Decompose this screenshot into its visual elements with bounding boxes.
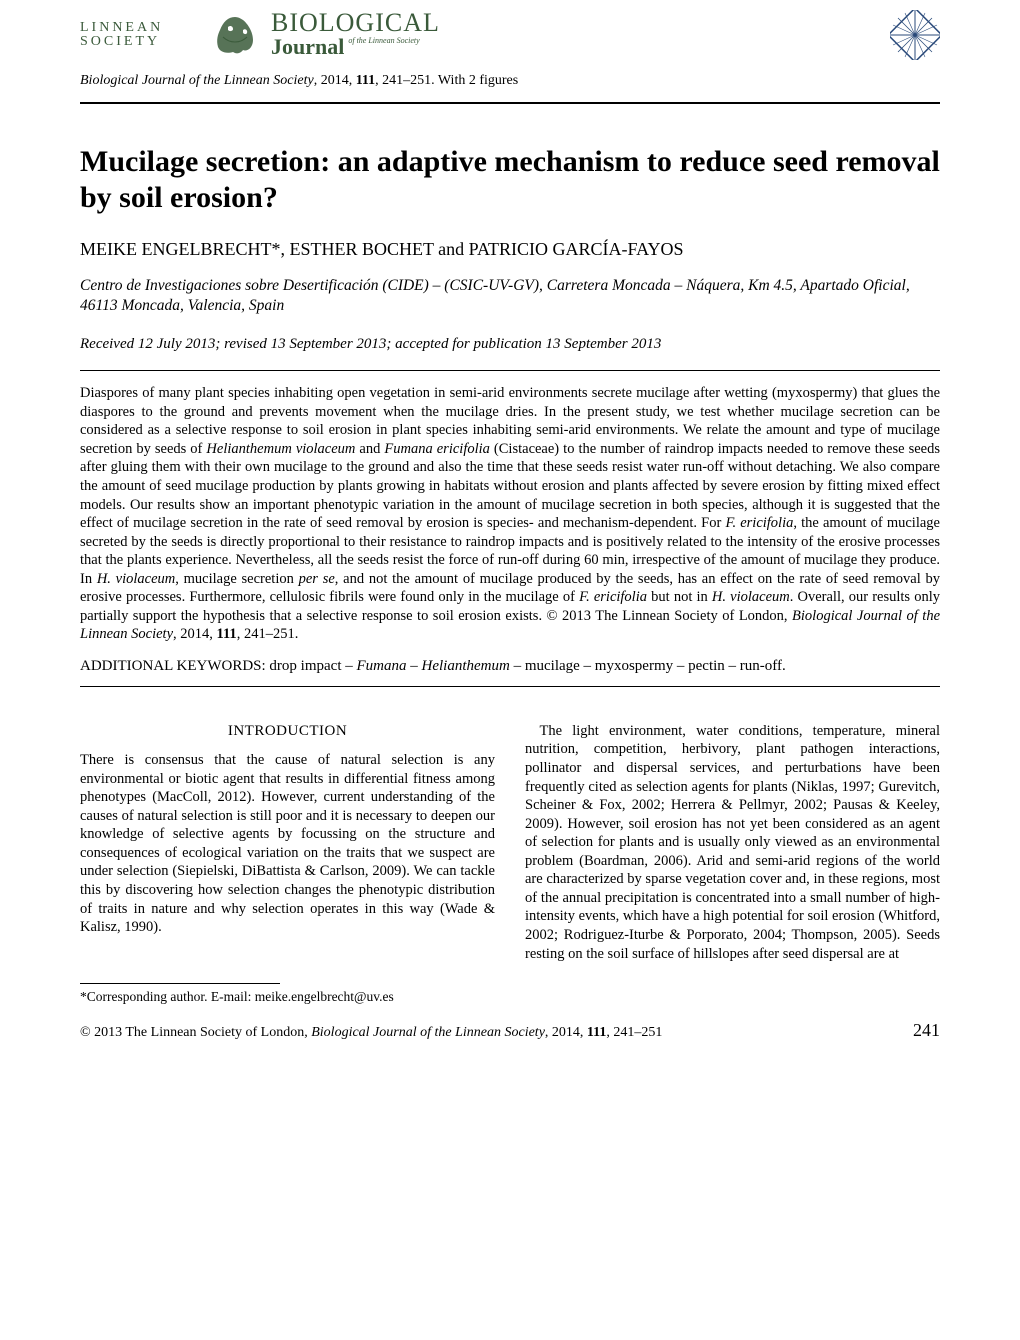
- intro-paragraph-2: The light environment, water conditions,…: [525, 722, 940, 963]
- linnean-word: LINNEAN: [80, 21, 200, 35]
- species-name: H. violaceum: [97, 571, 175, 587]
- keywords: ADDITIONAL KEYWORDS: drop impact – Fuman…: [0, 652, 1020, 681]
- footnote-divider: [80, 983, 280, 984]
- affiliation: Centro de Investigaciones sobre Desertif…: [0, 268, 1020, 324]
- linnean-society-logo: LINNEAN SOCIETY BIOLOGICAL Journal of th…: [80, 10, 440, 59]
- footer-copyright: © 2013 The Linnean Society of London, Bi…: [80, 1025, 662, 1041]
- footer: © 2013 The Linnean Society of London, Bi…: [0, 1005, 1020, 1051]
- right-column: The light environment, water conditions,…: [525, 722, 940, 963]
- divider: [80, 686, 940, 687]
- intro-paragraph-1: There is consensus that the cause of nat…: [80, 751, 495, 936]
- citation-pages: 241–251: [382, 73, 431, 88]
- keywords-list: drop impact – Fumana – Helianthemum – mu…: [269, 658, 785, 674]
- publisher-diamond-icon: [890, 10, 940, 60]
- bird-crest-icon: [208, 12, 263, 57]
- body-columns: INTRODUCTION There is consensus that the…: [0, 692, 1020, 968]
- corresponding-author: *Corresponding author. E-mail: meike.eng…: [0, 989, 510, 1005]
- page-number: 241: [913, 1020, 940, 1041]
- linnean-text-logo: LINNEAN SOCIETY: [80, 12, 200, 57]
- citation-note: With 2 figures: [438, 73, 518, 88]
- divider: [80, 102, 940, 104]
- citation-line: Biological Journal of the Linnean Societ…: [0, 65, 1020, 97]
- society-word: SOCIETY: [80, 35, 200, 49]
- left-column: INTRODUCTION There is consensus that the…: [80, 722, 495, 963]
- species-name: Helianthemum violaceum: [206, 441, 355, 457]
- citation-journal: Biological Journal of the Linnean Societ…: [80, 73, 314, 88]
- journal-subtitle: of the Linnean Society: [348, 36, 419, 45]
- species-name: F. ericifolia: [579, 589, 647, 605]
- species-name: F. ericifolia: [725, 515, 793, 531]
- author-list: MEIKE ENGELBRECHT*, ESTHER BOCHET and PA…: [0, 231, 1020, 268]
- keywords-label: ADDITIONAL KEYWORDS:: [80, 658, 269, 674]
- journal-word: Journal: [271, 34, 344, 59]
- species-name: H. violaceum: [712, 589, 790, 605]
- abstract: Diaspores of many plant species inhabiti…: [0, 376, 1020, 652]
- species-name: Fumana ericifolia: [384, 441, 490, 457]
- article-dates: Received 12 July 2013; revised 13 Septem…: [0, 324, 1020, 365]
- biological-word: BIOLOGICAL: [271, 10, 440, 36]
- citation-year: 2014: [321, 73, 349, 88]
- section-heading: INTRODUCTION: [80, 722, 495, 751]
- divider: [80, 370, 940, 371]
- citation-volume: 111: [356, 73, 375, 88]
- header: LINNEAN SOCIETY BIOLOGICAL Journal of th…: [0, 0, 1020, 65]
- article-title: Mucilage secretion: an adaptive mechanis…: [0, 109, 1020, 231]
- footnote-row: *Corresponding author. E-mail: meike.eng…: [0, 968, 1020, 1005]
- biological-journal-logo: BIOLOGICAL Journal of the Linnean Societ…: [271, 10, 440, 59]
